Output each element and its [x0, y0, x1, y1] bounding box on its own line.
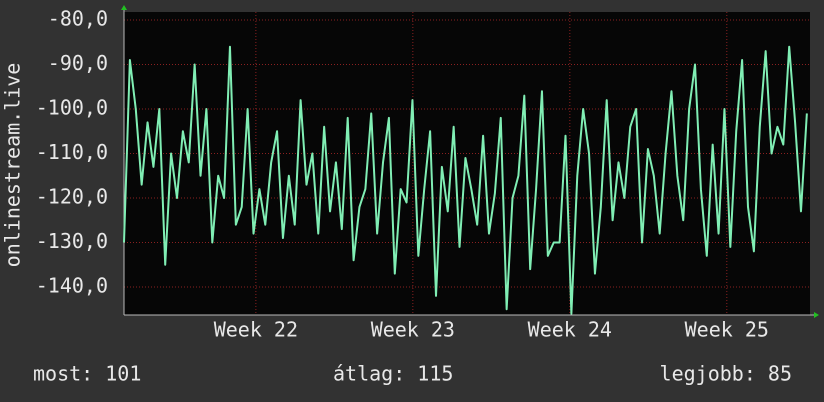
- footer-best: legjobb: 85: [660, 362, 792, 386]
- axis-arrow: [121, 5, 127, 10]
- y-tick-label: -140,0: [36, 273, 108, 297]
- y-tick-label: -110,0: [36, 140, 108, 164]
- axis-arrow: [814, 312, 819, 318]
- footer-average: átlag: 115: [333, 362, 453, 386]
- y-tick-label: -120,0: [36, 184, 108, 208]
- y-axis-title: onlinestream.live: [1, 63, 25, 268]
- y-tick-label: -80,0: [48, 7, 108, 31]
- x-tick-label: Week 25: [685, 318, 769, 342]
- y-tick-label: -90,0: [48, 51, 108, 75]
- x-tick-label: Week 22: [214, 318, 298, 342]
- data-line: [123, 45, 808, 315]
- footer-current: most: 101: [33, 362, 141, 386]
- x-tick-label: Week 24: [528, 318, 612, 342]
- x-tick-label: Week 23: [371, 318, 455, 342]
- y-tick-label: -130,0: [36, 229, 108, 253]
- y-tick-label: -100,0: [36, 95, 108, 119]
